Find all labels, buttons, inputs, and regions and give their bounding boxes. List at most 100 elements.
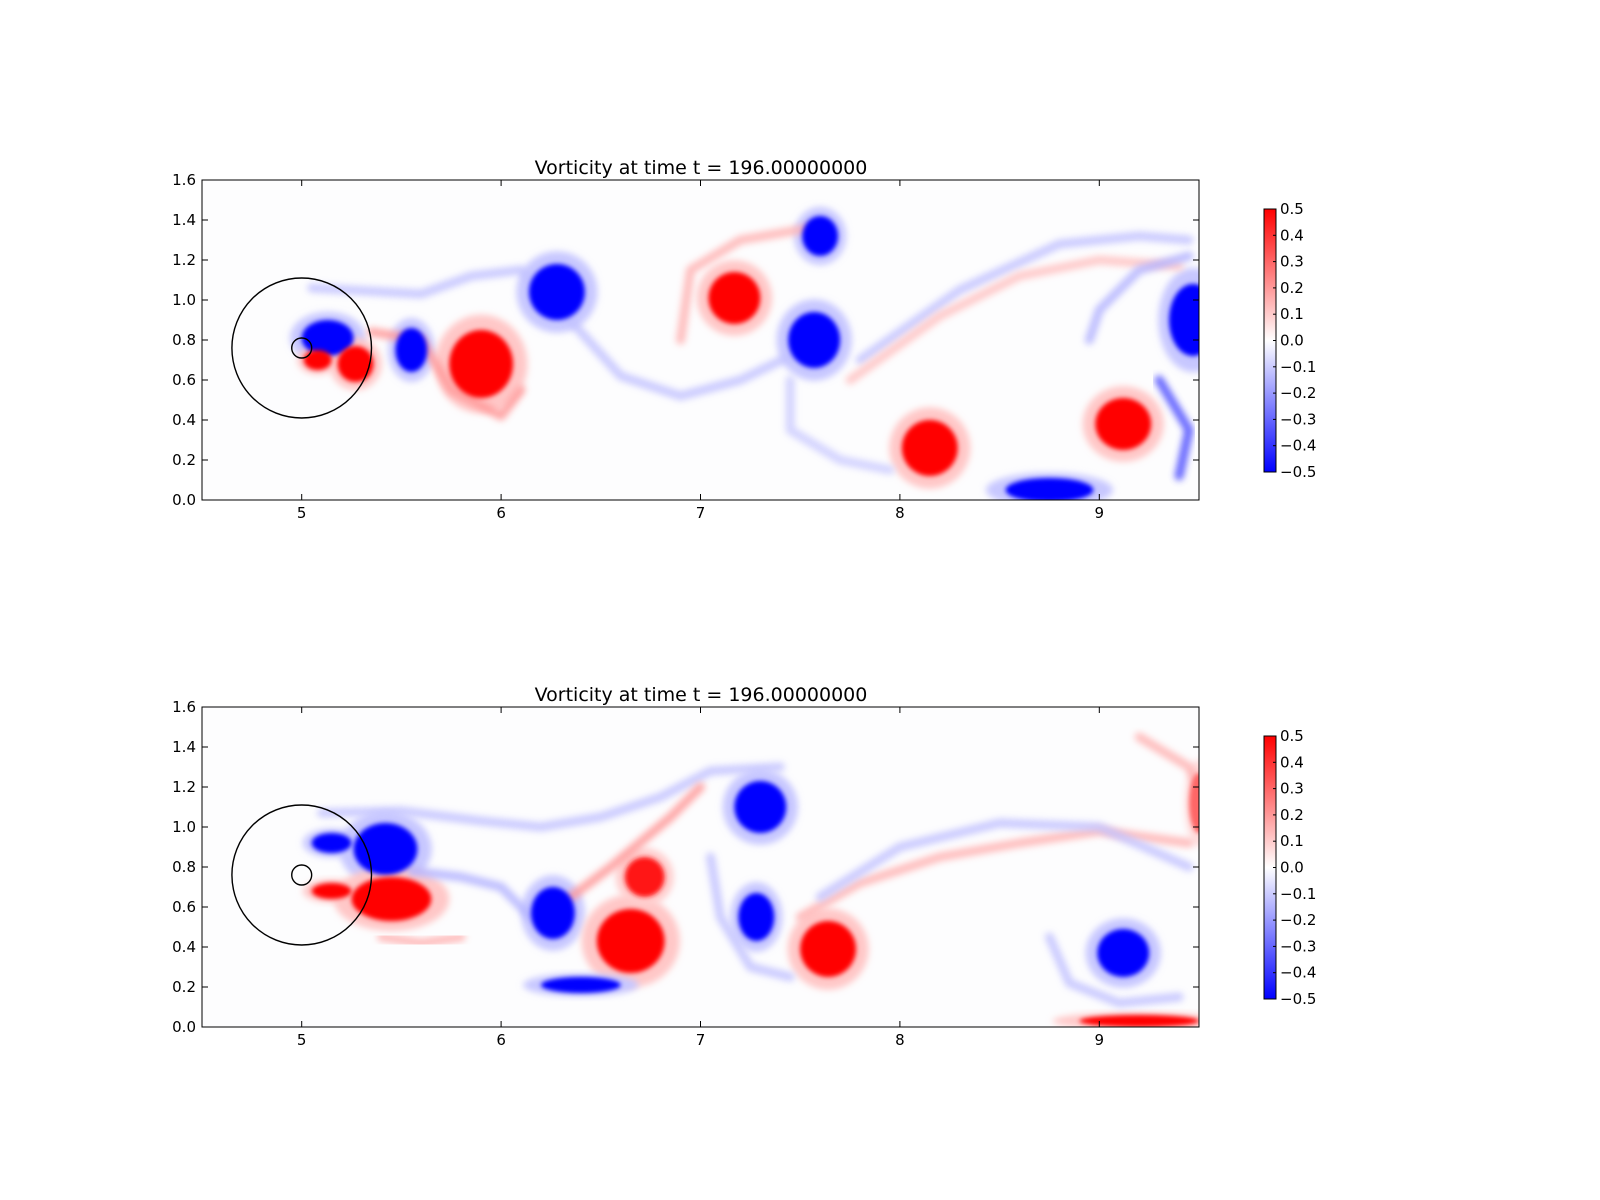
positive-vortex <box>351 877 432 921</box>
colorbar-tick-label: −0.1 <box>1280 358 1316 376</box>
negative-vortex <box>1097 929 1150 977</box>
positive-vortex <box>901 420 958 476</box>
y-tick-label: 0.4 <box>172 938 196 956</box>
colorbar-tick-label: 0.4 <box>1280 226 1304 244</box>
vorticity-field <box>202 180 1199 500</box>
x-tick-label: 9 <box>1095 504 1105 522</box>
shear-layer <box>317 762 785 832</box>
y-tick-label: 0.0 <box>172 1018 196 1036</box>
colorbar-tick-label: 0.3 <box>1280 780 1304 798</box>
y-tick-label: 1.6 <box>172 171 196 189</box>
field-background <box>202 180 1199 500</box>
boundary-circle <box>291 337 313 359</box>
colorbar-tick-label: 0.4 <box>1280 753 1304 771</box>
shear-layer <box>785 375 895 475</box>
chart-title: Vorticity at time t = 196.00000000 <box>535 157 868 179</box>
shear-layer <box>566 782 705 902</box>
colorbar-tick-label: 0.1 <box>1280 832 1304 850</box>
colorbar-tick-label: 0.1 <box>1280 305 1304 323</box>
y-tick-label: 0.0 <box>172 491 196 509</box>
negative-vortex <box>540 977 621 993</box>
x-tick-label: 8 <box>895 1031 905 1049</box>
vorticity-panel-bottom: Vorticity at time t = 196.00000000 5 6 7 8 9… <box>172 684 1316 1049</box>
y-tick-label: 0.6 <box>172 898 196 916</box>
y-tick-label: 1.0 <box>172 291 196 309</box>
positive-vortex <box>449 330 514 398</box>
positive-vortex <box>1079 1015 1199 1027</box>
colorbar-tick-label: −0.3 <box>1280 937 1316 955</box>
colorbar-tick-label: −0.3 <box>1280 410 1316 428</box>
shear-layer <box>1154 375 1194 481</box>
x-tick-label: 7 <box>696 1031 706 1049</box>
colorbar: −0.5 −0.4 −0.3 −0.2 −0.1 0.0 0.1 0.2 0.3 0.4 0.5 <box>1263 727 1316 1008</box>
y-tick-label: 0.6 <box>172 371 196 389</box>
shear-layer <box>377 932 466 948</box>
y-tick-label: 0.2 <box>172 451 196 469</box>
x-tick-label: 7 <box>696 504 706 522</box>
vorticity-field <box>202 707 1199 1027</box>
y-tick-label: 0.2 <box>172 978 196 996</box>
colorbar-tick-label: 0.0 <box>1280 859 1304 877</box>
y-tick-label: 0.4 <box>172 411 196 429</box>
colorbar-tick-label: −0.1 <box>1280 885 1316 903</box>
negative-vortex <box>802 216 839 256</box>
shear-layer <box>855 231 1194 365</box>
colorbar: −0.5 −0.4 −0.3 −0.2 −0.1 0.0 0.1 0.2 0.3 0.4 0.5 <box>1263 200 1316 481</box>
positive-vortex <box>1095 398 1152 450</box>
negative-vortex <box>301 320 354 356</box>
shear-layer <box>406 866 536 922</box>
x-tick-label: 9 <box>1095 1031 1105 1049</box>
colorbar-tick-label: 0.2 <box>1280 806 1304 824</box>
positive-vortex <box>311 883 352 899</box>
shear-layer <box>676 223 815 345</box>
colorbar-tick-label: −0.5 <box>1280 990 1316 1008</box>
negative-vortex <box>1169 284 1199 356</box>
colorbar-tick-label: −0.2 <box>1280 911 1316 929</box>
y-tick-label: 1.2 <box>172 778 196 796</box>
colorbar-tick-label: 0.0 <box>1280 332 1304 350</box>
negative-vortex <box>788 312 841 368</box>
y-tick-label: 1.4 <box>172 211 196 229</box>
shear-layer <box>815 818 1194 902</box>
colorbar-tick-label: 0.5 <box>1280 727 1304 745</box>
colorbar-tick-label: −0.4 <box>1280 437 1316 455</box>
positive-vortex <box>303 350 332 370</box>
negative-vortex <box>738 893 775 941</box>
x-tick-label: 8 <box>895 504 905 522</box>
colorbar-tick-label: −0.2 <box>1280 384 1316 402</box>
colorbar-tick-label: −0.5 <box>1280 463 1316 481</box>
negative-vortex <box>734 781 787 833</box>
shear-layer <box>1084 251 1194 345</box>
boundary-circle <box>231 277 373 419</box>
positive-vortex <box>596 909 665 973</box>
positive-vortex <box>337 346 374 382</box>
colorbar-tick-label: 0.5 <box>1280 200 1304 218</box>
shear-layer <box>706 852 795 982</box>
x-tick-label: 5 <box>297 504 307 522</box>
y-tick-label: 0.8 <box>172 331 196 349</box>
shear-layer <box>1044 932 1184 1008</box>
y-tick-label: 0.8 <box>172 858 196 876</box>
positive-vortex <box>800 921 857 977</box>
colorbar-tick-label: 0.3 <box>1280 253 1304 271</box>
colorbar-tick-label: −0.4 <box>1280 964 1316 982</box>
y-tick-label: 1.6 <box>172 698 196 716</box>
y-tick-label: 1.0 <box>172 818 196 836</box>
boundary-circle <box>231 804 373 946</box>
x-tick-label: 5 <box>297 1031 307 1049</box>
x-tick-label: 6 <box>496 504 506 522</box>
negative-vortex <box>531 887 575 939</box>
boundary-circle <box>291 864 313 886</box>
y-tick-label: 1.2 <box>172 251 196 269</box>
positive-vortex <box>1189 773 1199 833</box>
chart-title: Vorticity at time t = 196.00000000 <box>535 684 868 706</box>
negative-vortex <box>529 264 585 320</box>
y-tick-label: 1.4 <box>172 738 196 756</box>
x-tick-label: 6 <box>496 1031 506 1049</box>
negative-vortex <box>395 328 428 372</box>
negative-vortex <box>353 823 418 875</box>
positive-vortex <box>624 857 665 897</box>
positive-vortex <box>708 272 761 324</box>
vorticity-panel-top: Vorticity at time t = 196.00000000 5 6 7 8 9… <box>172 157 1316 522</box>
